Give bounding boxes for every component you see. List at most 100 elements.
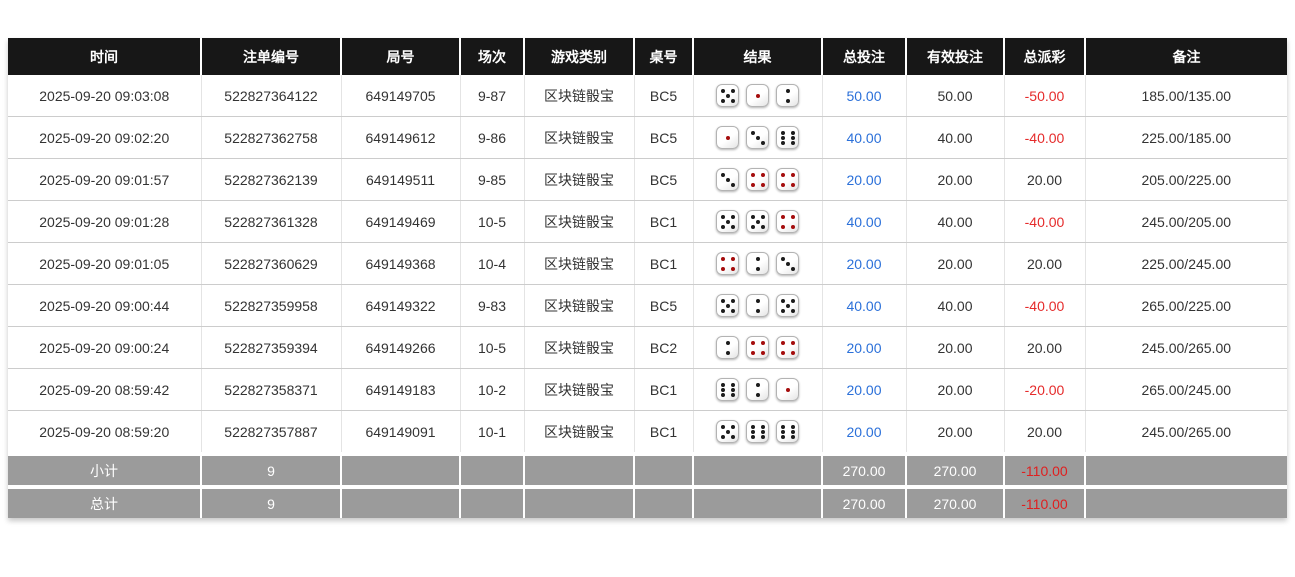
cell-total-bet: 40.00	[822, 200, 907, 243]
summary-label: 总计	[8, 485, 202, 518]
die-5-icon	[716, 210, 739, 233]
cell-round-id: 649149091	[341, 410, 461, 455]
col-header-time: 时间	[8, 38, 202, 75]
cell-time: 2025-09-20 09:00:44	[8, 284, 202, 327]
cell-bet-id: 522827362758	[201, 116, 342, 159]
die-3-icon	[716, 168, 739, 191]
die-5-icon	[746, 210, 769, 233]
summary-total-bet: 270.00	[822, 452, 907, 487]
die-4-icon	[746, 336, 769, 359]
dice-result	[716, 168, 799, 191]
table-foot: 小计 9 270.00 270.00 -110.00 总计 9 270.00 270.00 -11…	[8, 452, 1287, 518]
dice-result	[716, 210, 799, 233]
die-3-icon	[776, 252, 799, 275]
cell-total-bet: 40.00	[822, 284, 907, 327]
cell-time: 2025-09-20 09:01:57	[8, 158, 202, 201]
cell-session: 9-85	[460, 158, 525, 201]
cell-time: 2025-09-20 08:59:42	[8, 368, 202, 411]
die-4-icon	[776, 168, 799, 191]
col-header-bet-id: 注单编号	[201, 38, 342, 75]
summary-empty-game-type	[524, 485, 635, 518]
table-row: 2025-09-20 09:01:05 522827360629 649149368…	[8, 242, 1287, 285]
cell-payout: -20.00	[1004, 368, 1086, 411]
summary-row: 小计 9 270.00 270.00 -110.00	[8, 452, 1287, 487]
summary-label: 小计	[8, 452, 202, 487]
header-row: 时间 注单编号 局号 场次 游戏类别 桌号 结果 总投注 有效投注 总派彩 备注	[8, 38, 1287, 75]
dice-result	[716, 420, 799, 443]
summary-empty-table-no	[634, 452, 694, 487]
die-4-icon	[776, 336, 799, 359]
cell-game-type: 区块链骰宝	[524, 326, 635, 369]
col-header-round-id: 局号	[341, 38, 461, 75]
cell-total-bet: 20.00	[822, 368, 907, 411]
cell-result	[693, 116, 823, 159]
cell-payout: -40.00	[1004, 284, 1086, 327]
cell-result	[693, 75, 823, 117]
die-4-icon	[746, 168, 769, 191]
cell-result	[693, 410, 823, 455]
cell-game-type: 区块链骰宝	[524, 284, 635, 327]
col-header-table-no: 桌号	[634, 38, 694, 75]
cell-table-no: BC1	[634, 410, 694, 455]
cell-result	[693, 200, 823, 243]
cell-game-type: 区块链骰宝	[524, 75, 635, 117]
cell-payout: 20.00	[1004, 242, 1086, 285]
die-5-icon	[776, 294, 799, 317]
cell-valid-bet: 20.00	[906, 242, 1005, 285]
cell-round-id: 649149266	[341, 326, 461, 369]
col-header-total-bet: 总投注	[822, 38, 907, 75]
cell-table-no: BC5	[634, 284, 694, 327]
cell-session: 9-83	[460, 284, 525, 327]
cell-round-id: 649149368	[341, 242, 461, 285]
die-6-icon	[716, 378, 739, 401]
cell-payout: 20.00	[1004, 158, 1086, 201]
col-header-valid-bet: 有效投注	[906, 38, 1005, 75]
cell-game-type: 区块链骰宝	[524, 200, 635, 243]
cell-round-id: 649149183	[341, 368, 461, 411]
die-1-icon	[746, 84, 769, 107]
summary-row: 总计 9 270.00 270.00 -110.00	[8, 485, 1287, 518]
summary-total-bet: 270.00	[822, 485, 907, 518]
table-row: 2025-09-20 09:00:24 522827359394 649149266…	[8, 326, 1287, 369]
cell-valid-bet: 20.00	[906, 326, 1005, 369]
die-5-icon	[716, 294, 739, 317]
cell-bet-id: 522827364122	[201, 75, 342, 117]
cell-remark: 265.00/225.00	[1085, 284, 1287, 327]
cell-payout: -40.00	[1004, 200, 1086, 243]
cell-round-id: 649149612	[341, 116, 461, 159]
cell-session: 10-1	[460, 410, 525, 455]
cell-total-bet: 50.00	[822, 75, 907, 117]
cell-time: 2025-09-20 09:02:20	[8, 116, 202, 159]
die-6-icon	[776, 126, 799, 149]
bet-records-table: 时间 注单编号 局号 场次 游戏类别 桌号 结果 总投注 有效投注 总派彩 备注 2025-09-2…	[8, 38, 1287, 518]
die-3-icon	[746, 126, 769, 149]
cell-table-no: BC5	[634, 75, 694, 117]
cell-valid-bet: 40.00	[906, 200, 1005, 243]
summary-empty-round-id	[341, 485, 461, 518]
summary-empty-result	[693, 452, 823, 487]
cell-round-id: 649149705	[341, 75, 461, 117]
dice-result	[716, 294, 799, 317]
summary-empty-round-id	[341, 452, 461, 487]
dice-result	[716, 126, 799, 149]
cell-game-type: 区块链骰宝	[524, 116, 635, 159]
cell-result	[693, 242, 823, 285]
cell-table-no: BC5	[634, 116, 694, 159]
cell-remark: 225.00/245.00	[1085, 242, 1287, 285]
die-2-icon	[746, 294, 769, 317]
summary-valid-bet: 270.00	[906, 452, 1005, 487]
cell-total-bet: 20.00	[822, 158, 907, 201]
die-6-icon	[746, 420, 769, 443]
table-row: 2025-09-20 09:01:57 522827362139 649149511…	[8, 158, 1287, 201]
col-header-remark: 备注	[1085, 38, 1287, 75]
summary-empty-remark	[1085, 452, 1287, 487]
cell-game-type: 区块链骰宝	[524, 368, 635, 411]
cell-payout: 20.00	[1004, 410, 1086, 455]
cell-valid-bet: 20.00	[906, 368, 1005, 411]
cell-round-id: 649149322	[341, 284, 461, 327]
summary-empty-session	[460, 485, 525, 518]
cell-table-no: BC1	[634, 200, 694, 243]
cell-remark: 205.00/225.00	[1085, 158, 1287, 201]
cell-total-bet: 40.00	[822, 116, 907, 159]
table-row: 2025-09-20 09:03:08 522827364122 649149705…	[8, 75, 1287, 117]
